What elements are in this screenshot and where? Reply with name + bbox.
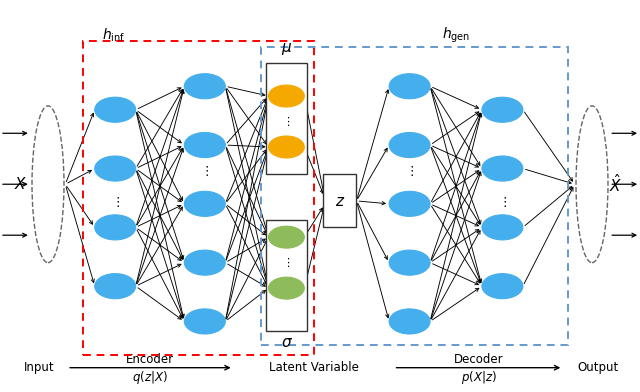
Circle shape [269,277,305,299]
Circle shape [482,156,523,181]
Circle shape [184,132,225,158]
Circle shape [184,74,225,99]
Text: $\sigma$: $\sigma$ [281,335,292,350]
Circle shape [184,309,225,334]
Circle shape [482,215,523,240]
Text: $h_\mathrm{gen}$: $h_\mathrm{gen}$ [442,25,470,45]
Bar [83,41,314,355]
Bar [266,220,307,331]
Bar [323,174,356,227]
Circle shape [269,226,305,248]
Circle shape [95,215,136,240]
Text: $h_\mathrm{inf}$: $h_\mathrm{inf}$ [102,27,125,44]
Bar [266,63,307,174]
Text: Input: Input [24,361,55,374]
Text: $\vdots$: $\vdots$ [282,256,291,269]
Text: $\mu$: $\mu$ [281,41,292,57]
Circle shape [95,156,136,181]
Text: $\vdots$: $\vdots$ [498,195,507,209]
Text: $z$: $z$ [335,194,345,209]
Circle shape [389,309,430,334]
Circle shape [389,74,430,99]
Text: $\hat{X}$: $\hat{X}$ [609,173,622,195]
Circle shape [482,97,523,122]
Text: $\vdots$: $\vdots$ [405,163,414,178]
Circle shape [389,250,430,275]
Circle shape [95,97,136,122]
Text: $X$: $X$ [14,176,27,192]
Text: $p(X|z)$: $p(X|z)$ [461,368,497,386]
Circle shape [184,250,225,275]
Text: Decoder: Decoder [454,353,504,367]
Circle shape [184,191,225,216]
Circle shape [95,274,136,299]
Text: Output: Output [578,361,619,374]
Circle shape [389,191,430,216]
Circle shape [269,136,305,158]
Circle shape [389,132,430,158]
Text: $\vdots$: $\vdots$ [200,163,209,178]
Text: $\vdots$: $\vdots$ [282,115,291,128]
Text: $q(z|X)$: $q(z|X)$ [132,368,168,386]
Text: Encoder: Encoder [126,353,175,367]
Text: Latent Variable: Latent Variable [269,361,358,374]
Text: $\vdots$: $\vdots$ [111,195,120,209]
Circle shape [482,274,523,299]
Bar [261,47,568,345]
Circle shape [269,85,305,107]
